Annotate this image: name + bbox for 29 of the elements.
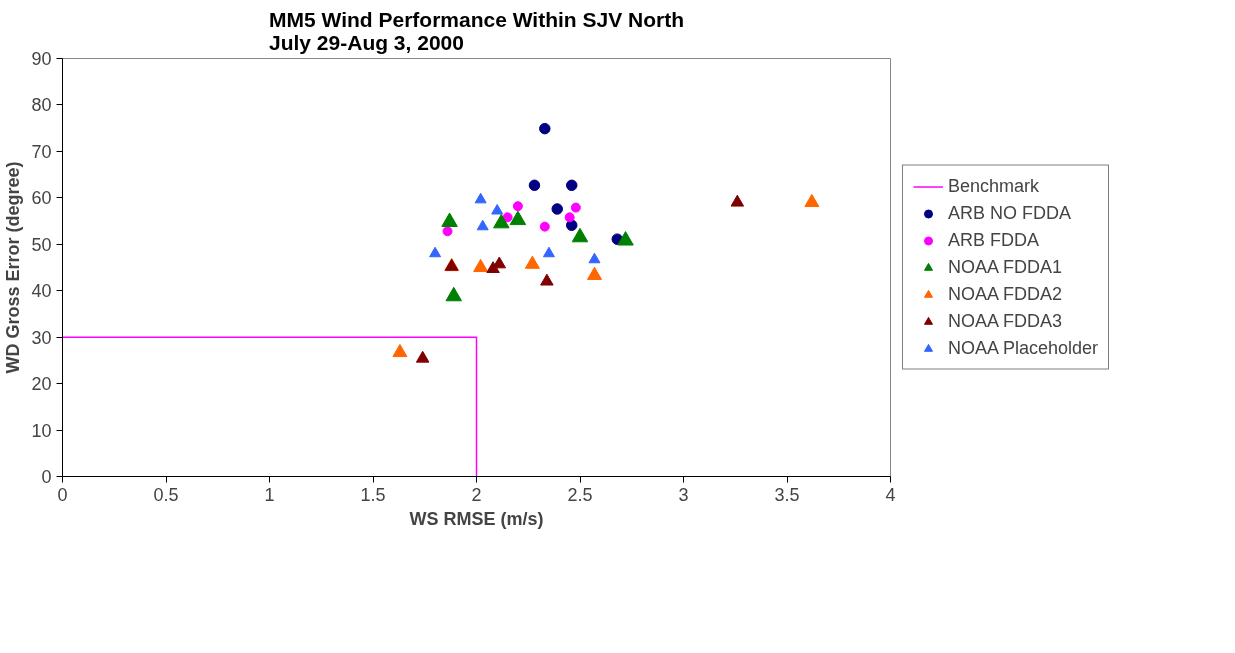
y-tick-label: 80 [31,95,52,116]
y-tick-label: 50 [31,234,52,255]
legend-label: Benchmark [948,175,1040,197]
y-tick-label: 10 [31,420,52,441]
x-tick-label: 2.5 [567,484,593,505]
x-axis-title: WS RMSE (m/s) [409,508,544,529]
y-tick-label: 70 [31,141,52,162]
legend-label: ARB NO FDDA [948,202,1072,224]
x-tick-label: 0 [57,484,68,505]
y-tick-label: 90 [31,49,52,69]
y-axis-title: WD Gross Error (degree) [3,161,24,374]
x-tick-label: 4 [885,484,896,505]
x-tick-label: 1 [264,484,275,505]
legend-label: NOAA Placeholder [948,337,1099,359]
x-tick-label: 2 [471,484,482,505]
x-tick-label: 3.5 [774,484,800,505]
y-tick-label: 20 [31,374,52,395]
x-tick-label: 0.5 [153,484,179,505]
legend-label: ARB FDDA [948,229,1040,251]
legend-label: NOAA FDDA2 [948,283,1063,305]
legend-label: NOAA FDDA3 [948,310,1063,332]
y-tick-label: 40 [31,281,52,302]
y-tick-label: 0 [41,467,52,487]
legend-label: NOAA FDDA1 [948,256,1063,278]
y-tick-label: 60 [31,188,52,209]
x-tick-label: 3 [678,484,689,505]
y-tick-label: 30 [31,327,52,348]
x-tick-label: 1.5 [360,484,386,505]
chart-title: MM5 Wind Performance Within SJV North July 29-Aug 3, 2000 [269,7,685,54]
